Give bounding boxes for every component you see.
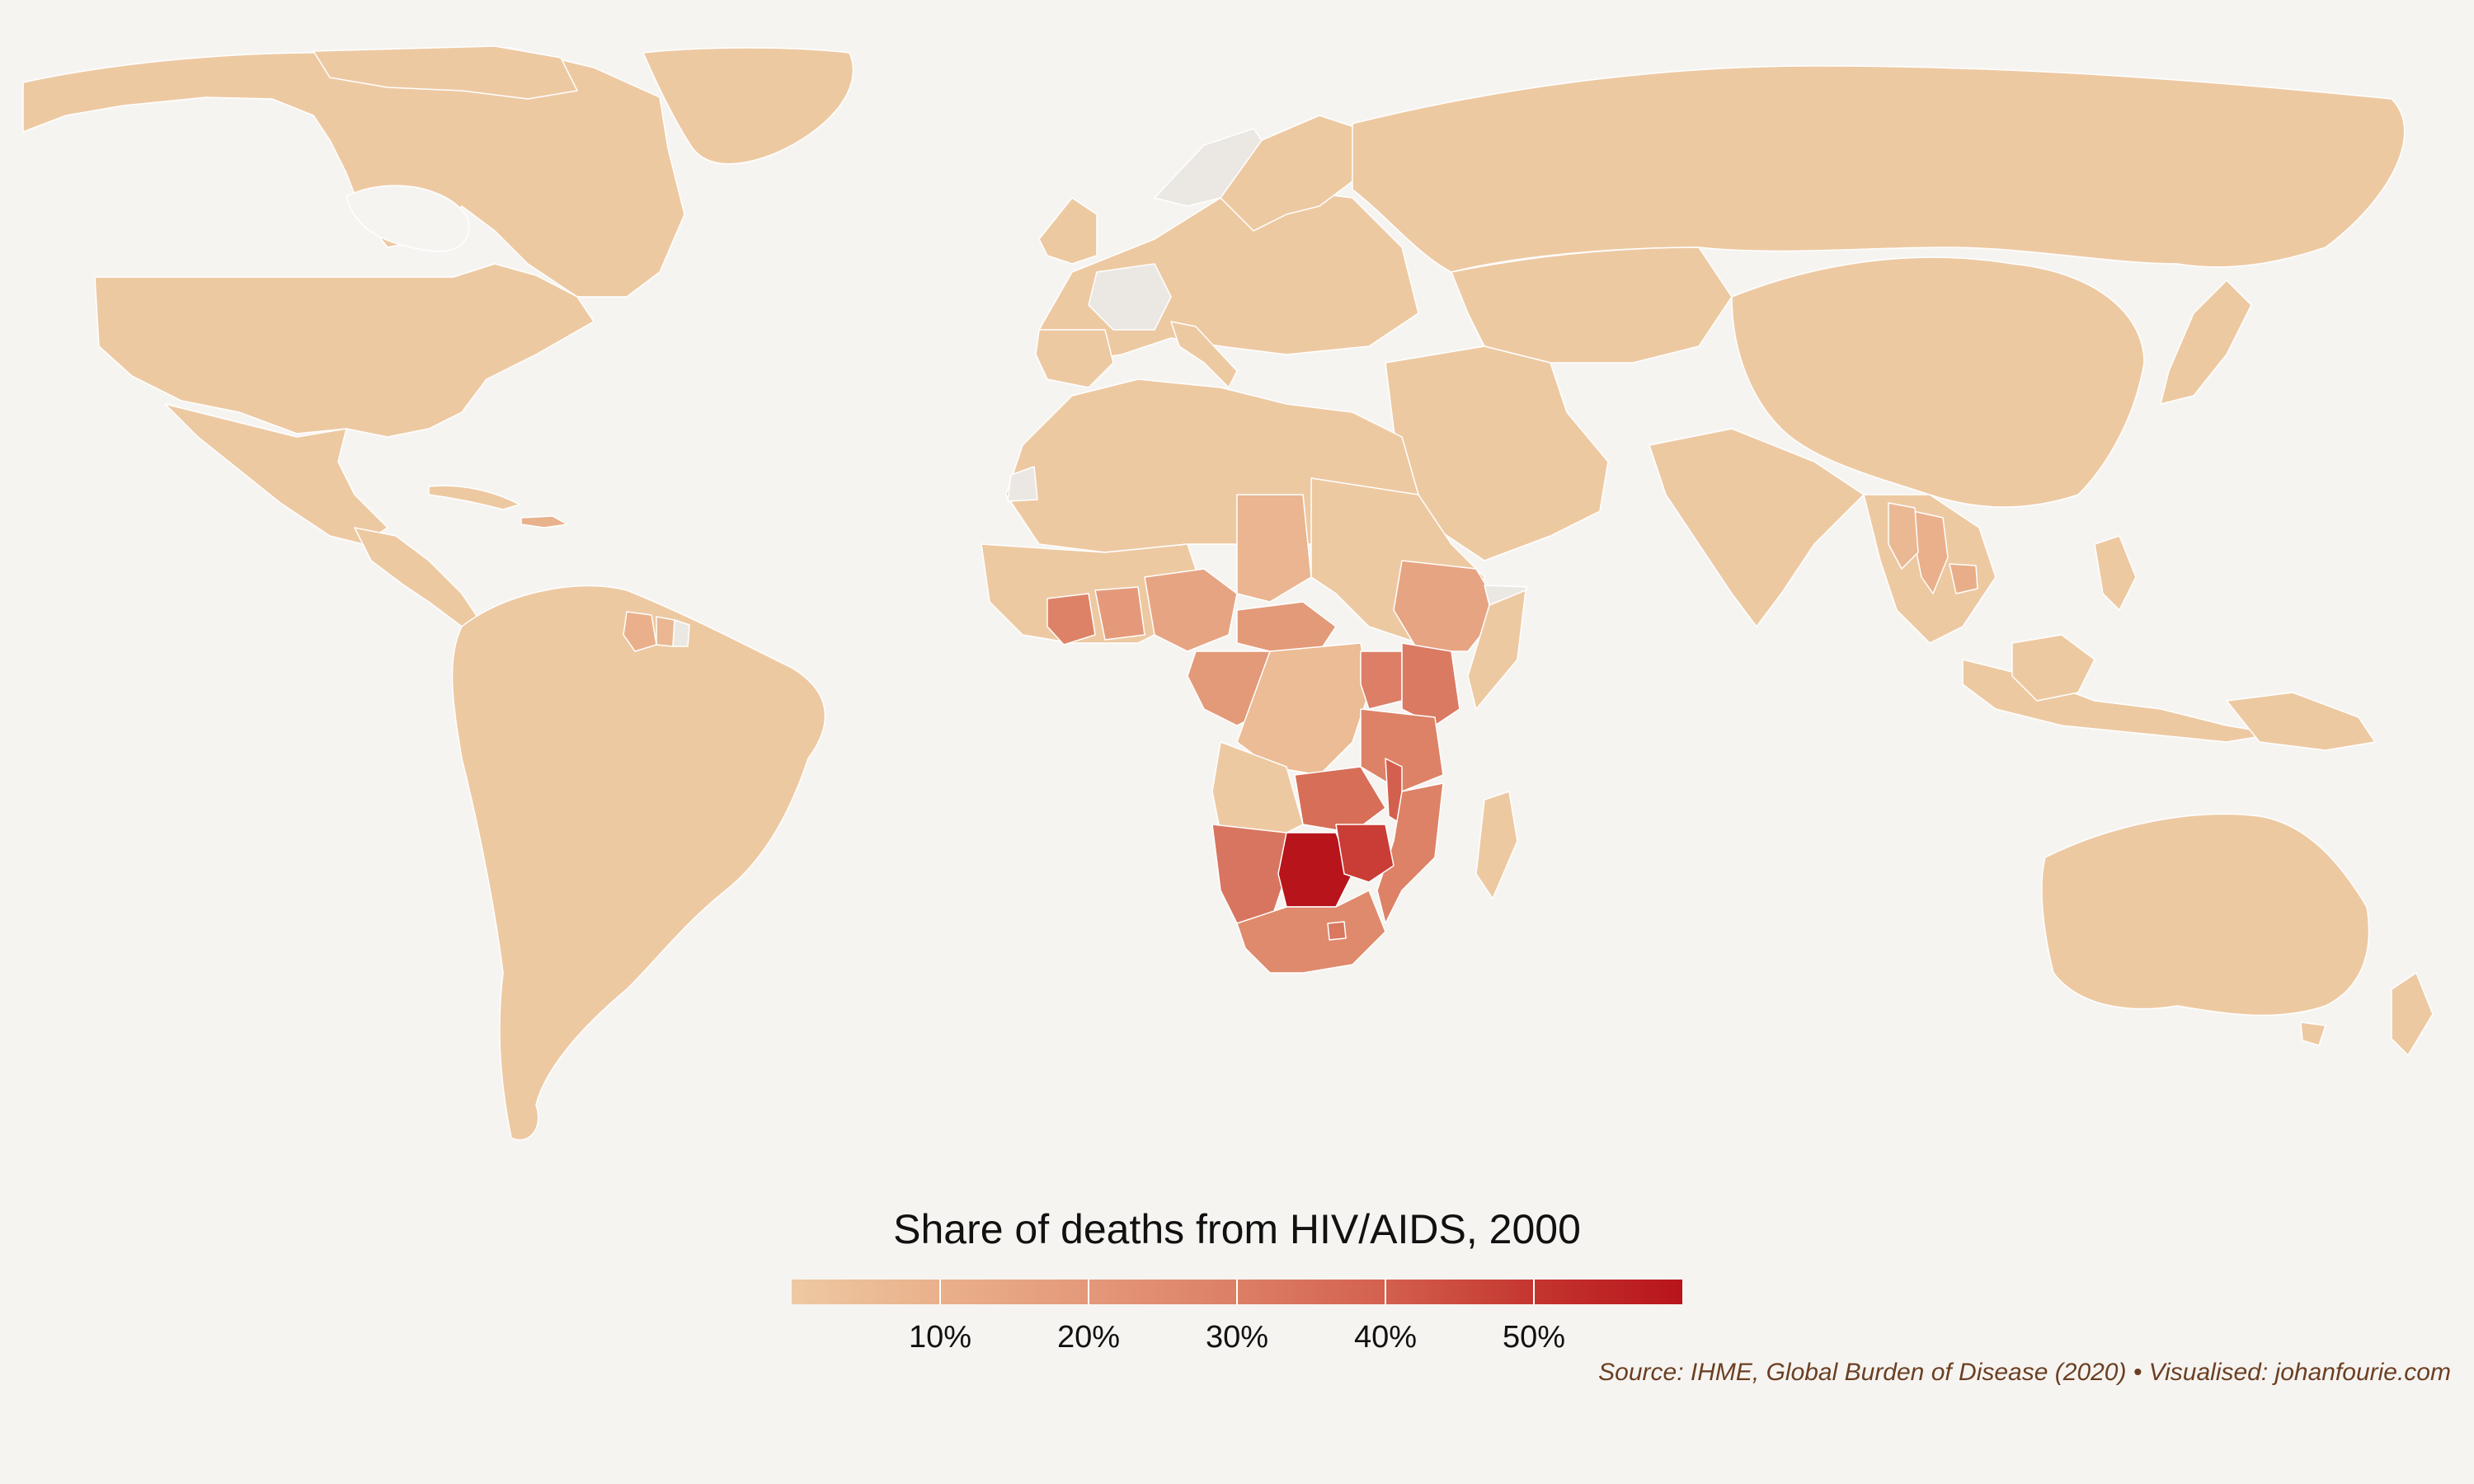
region-china — [1731, 256, 2145, 508]
region-french-guiana — [672, 619, 690, 647]
region-norway — [1154, 128, 1263, 207]
legend-title: Share of deaths from HIV/AIDS, 2000 — [893, 1206, 1581, 1252]
region-italy — [1170, 321, 1238, 388]
legend-tick-label: 50% — [1503, 1320, 1565, 1355]
region-central-asia — [1451, 247, 1733, 364]
legend: 10% 20% 30% 40% 50% — [792, 1280, 1682, 1355]
region-greenland — [642, 47, 854, 165]
region-canada-arctic — [313, 45, 578, 100]
region-uk — [1038, 197, 1098, 265]
region-hudson-bay — [346, 185, 470, 252]
region-usa — [94, 263, 595, 438]
region-philippines — [2094, 535, 2137, 611]
region-zimbabwe — [1335, 824, 1395, 883]
region-france — [1088, 263, 1172, 331]
region-guyana — [623, 611, 657, 652]
legend-tick-label: 30% — [1206, 1320, 1268, 1355]
legend-tick-label: 10% — [909, 1320, 971, 1355]
legend-tick-label: 40% — [1354, 1320, 1417, 1355]
region-borneo — [2011, 634, 2095, 702]
region-tanzania — [1360, 708, 1444, 792]
region-indonesia — [1962, 659, 2277, 743]
world-map — [22, 45, 2434, 1141]
region-cambodia — [1949, 563, 1978, 594]
region-cuba — [428, 485, 520, 510]
region-japan — [2160, 279, 2252, 405]
region-iberia — [1035, 329, 1114, 388]
region-central-america — [354, 527, 479, 627]
source-note: Source: IHME, Global Burden of Disease (… — [1598, 1359, 2451, 1386]
region-cote-divoire — [1047, 593, 1096, 646]
region-lesotho — [1327, 921, 1347, 941]
region-south-africa — [1236, 890, 1386, 974]
region-tasmania — [2300, 1021, 2326, 1046]
region-australia — [2041, 813, 2370, 1017]
region-uganda-rwanda-burundi — [1360, 650, 1403, 710]
legend-tick-label: 20% — [1057, 1320, 1120, 1355]
region-south-america — [451, 585, 826, 1141]
region-namibia — [1211, 824, 1287, 924]
region-ghana-togo — [1094, 586, 1145, 641]
region-russia — [1352, 65, 2406, 273]
region-western-sahara — [1007, 466, 1038, 502]
region-kenya — [1401, 642, 1460, 726]
region-new-guinea — [2226, 692, 2376, 751]
region-hispaniola — [520, 515, 568, 528]
region-zambia — [1294, 766, 1386, 834]
region-nigeria — [1144, 568, 1238, 652]
region-suriname — [656, 616, 675, 647]
region-new-zealand — [2391, 972, 2434, 1056]
region-india — [1649, 428, 1865, 627]
region-ethiopia — [1393, 560, 1502, 652]
region-myanmar — [1888, 502, 1919, 570]
region-central-african-republic — [1236, 601, 1337, 652]
region-madagascar — [1475, 791, 1518, 899]
region-north-america — [22, 47, 685, 298]
region-somalia — [1467, 589, 1526, 710]
region-chad — [1236, 494, 1312, 603]
